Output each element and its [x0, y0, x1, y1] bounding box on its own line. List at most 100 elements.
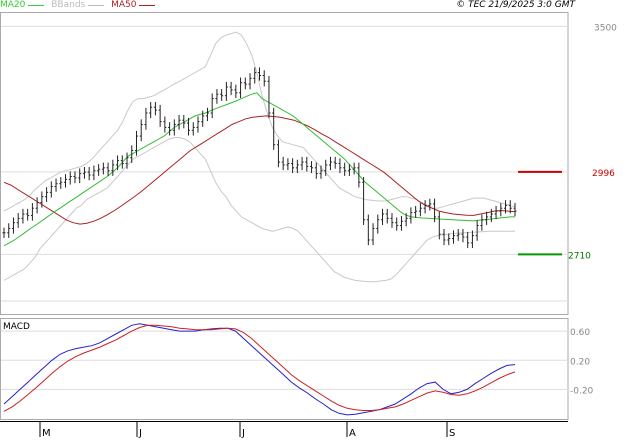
price-bar	[134, 130, 138, 156]
price-bar	[87, 166, 91, 181]
macd-panel-frame	[0, 318, 569, 420]
price-bar	[130, 145, 134, 163]
price-bar	[182, 115, 186, 129]
price-bar	[21, 208, 25, 224]
copyright-text: © TEC 21/9/2025 3:0 GMT	[456, 0, 575, 10]
price-bar	[456, 229, 460, 241]
price-bar	[357, 162, 361, 188]
price-bar	[314, 162, 318, 179]
price-bar	[234, 84, 238, 98]
price-bar	[470, 230, 474, 249]
price-bar	[64, 174, 68, 188]
price-bar	[399, 216, 403, 231]
x-axis-month-label: A	[349, 428, 356, 439]
price-bar	[2, 227, 6, 238]
price-bar	[333, 156, 337, 169]
price-bar	[220, 89, 224, 101]
price-bar	[409, 207, 413, 224]
price-bar	[295, 159, 299, 174]
price-bar	[305, 156, 309, 172]
price-bar	[78, 168, 82, 184]
price-bar	[385, 208, 389, 224]
price-bar	[210, 93, 214, 119]
price-bar	[248, 73, 252, 90]
price-bar	[120, 155, 124, 169]
x-axis-month-label: M	[42, 428, 51, 439]
price-bar	[485, 211, 489, 225]
price-bar	[35, 197, 39, 214]
price-bar	[54, 178, 58, 192]
bbands-upper-line	[3, 31, 516, 212]
price-bar	[163, 116, 167, 133]
price-bar	[224, 81, 228, 101]
price-bar	[243, 77, 247, 90]
price-bar	[153, 102, 157, 116]
price-bar	[433, 198, 437, 223]
price-bar	[504, 200, 508, 214]
price-bar	[395, 217, 399, 231]
legend-bbands-swatch	[88, 5, 105, 6]
price-bar	[16, 213, 20, 228]
macd-signal-line	[3, 324, 516, 412]
price-bar	[172, 119, 176, 136]
price-bar	[106, 162, 110, 176]
price-bar	[475, 220, 479, 241]
price-panel-frame	[0, 12, 569, 315]
price-bar	[59, 177, 63, 189]
price-bar	[97, 164, 101, 176]
price-bar	[205, 107, 209, 122]
price-bar	[404, 213, 408, 227]
price-bar	[281, 156, 285, 171]
price-bar	[366, 214, 370, 246]
price-bar	[45, 187, 49, 202]
price-bar	[418, 203, 422, 217]
price-bar	[310, 161, 314, 174]
price-bar	[239, 77, 243, 98]
price-bar	[229, 81, 233, 96]
price-bar	[139, 119, 143, 142]
legend-ma20-swatch	[28, 5, 45, 6]
price-bar	[376, 214, 380, 234]
price-bar	[428, 198, 432, 211]
price-bar	[423, 200, 427, 214]
macd-panel-title: MACD	[3, 322, 30, 332]
price-bar	[338, 158, 342, 174]
price-bar	[262, 70, 266, 87]
price-bar	[343, 162, 347, 176]
price-bar	[7, 223, 11, 238]
ma20-line	[3, 92, 515, 247]
x-axis-month-label: J	[241, 428, 245, 439]
price-bar	[116, 155, 120, 171]
price-bar	[258, 67, 261, 81]
price-bar	[272, 107, 276, 150]
price-bar	[414, 205, 418, 218]
price-bar	[466, 231, 470, 249]
price-bar	[324, 159, 328, 176]
price-bar	[447, 233, 451, 246]
price-bar	[101, 162, 105, 175]
macd-axis-tick-label: -0.20	[570, 386, 594, 396]
price-bar	[437, 211, 441, 240]
price-bar	[177, 115, 181, 130]
price-bar	[508, 200, 512, 214]
price-bar	[267, 76, 271, 119]
price-bar	[489, 208, 493, 223]
price-bar	[291, 158, 295, 174]
price-bar	[11, 217, 15, 234]
macd-line	[3, 323, 516, 416]
price-bar	[276, 139, 280, 168]
legend-ma20-label: MA20	[0, 0, 26, 10]
price-bar	[30, 203, 34, 221]
price-bar	[253, 67, 257, 84]
price-bar	[201, 110, 205, 127]
price-bar	[40, 191, 44, 208]
resistance-label: 2996	[592, 169, 615, 179]
price-bar	[286, 158, 290, 171]
price-bar	[149, 102, 153, 119]
price-bar	[352, 162, 356, 175]
price-bar	[111, 159, 115, 176]
price-bar	[49, 181, 53, 198]
price-bar	[168, 122, 172, 136]
price-bar	[371, 223, 375, 246]
